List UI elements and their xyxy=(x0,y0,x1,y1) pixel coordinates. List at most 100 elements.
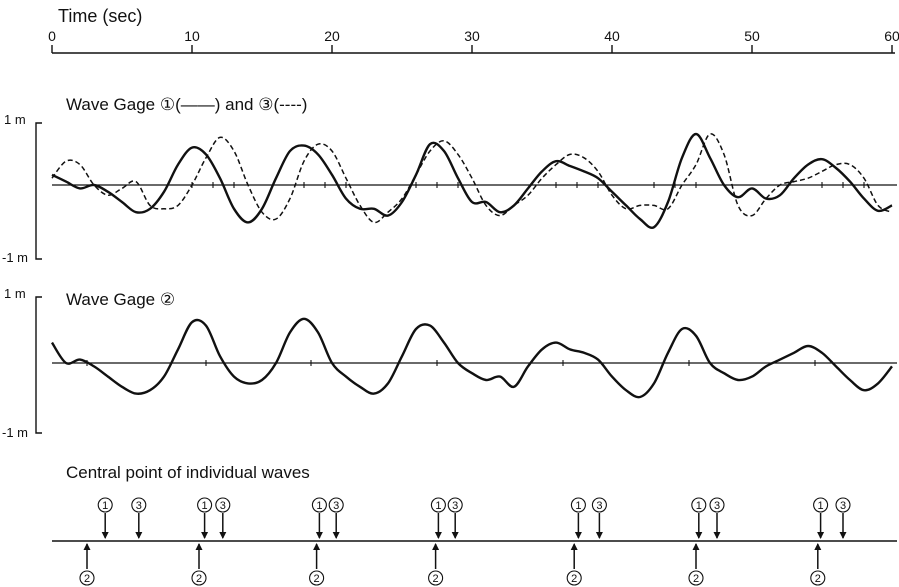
zero-crossing-mark xyxy=(812,360,818,366)
svg-text:1: 1 xyxy=(102,500,108,512)
central-point-label-down: 3 xyxy=(591,497,607,513)
panel2-title: Wave Gage ② xyxy=(66,290,175,309)
zero-crossing-mark xyxy=(413,182,419,188)
central-point-label-up: 2 xyxy=(79,570,95,586)
time-tick-label: 0 xyxy=(48,28,56,44)
zero-crossing-mark xyxy=(434,182,440,188)
central-points-arrows: 1 321 321 321 321 321 321 32 xyxy=(79,497,851,586)
time-axis-ticks: 0 10 20 30 40 50 60 xyxy=(48,28,899,53)
time-tick-label: 50 xyxy=(744,28,760,44)
central-points-panel: Central point of individual waves 1 321 32… xyxy=(52,463,897,586)
central-point-label-down: 1 xyxy=(97,497,113,513)
time-axis-title: Time (sec) xyxy=(58,6,142,26)
svg-text:3: 3 xyxy=(452,500,458,512)
time-tick-label: 30 xyxy=(464,28,480,44)
up-arrow-head xyxy=(195,543,203,550)
svg-text:3: 3 xyxy=(714,500,720,512)
zero-crossing-mark xyxy=(455,182,461,188)
svg-text:1: 1 xyxy=(818,500,824,512)
up-arrow-head xyxy=(570,543,578,550)
zero-crossing-mark xyxy=(819,182,825,188)
central-point-label-down: 1 xyxy=(570,497,586,513)
central-point-label-down: 3 xyxy=(131,497,147,513)
down-arrow-head xyxy=(451,532,459,539)
zero-crossing-mark xyxy=(553,182,559,188)
down-arrow-head xyxy=(332,532,340,539)
svg-text:2: 2 xyxy=(84,573,90,585)
svg-text:2: 2 xyxy=(196,573,202,585)
central-point-label-down: 1 xyxy=(311,497,327,513)
panel2-y-top-label: 1 m xyxy=(4,286,26,301)
svg-text:3: 3 xyxy=(840,500,846,512)
central-points-title: Central point of individual waves xyxy=(66,463,310,482)
svg-text:2: 2 xyxy=(314,573,320,585)
down-arrow-head xyxy=(695,532,703,539)
svg-text:3: 3 xyxy=(136,500,142,512)
svg-text:2: 2 xyxy=(433,573,439,585)
central-point-label-up: 2 xyxy=(428,570,444,586)
panel1-title: Wave Gage ①(——) and ③(----) xyxy=(66,95,307,114)
zero-crossing-mark xyxy=(651,182,657,188)
up-arrow-head xyxy=(814,543,822,550)
svg-text:1: 1 xyxy=(316,500,322,512)
zero-crossing-mark xyxy=(308,360,314,366)
svg-text:2: 2 xyxy=(815,573,821,585)
central-point-label-down: 1 xyxy=(813,497,829,513)
zero-crossing-mark xyxy=(203,360,209,366)
down-arrow-head xyxy=(315,532,323,539)
svg-text:1: 1 xyxy=(575,500,581,512)
svg-text:3: 3 xyxy=(220,500,226,512)
down-arrow-head xyxy=(135,532,143,539)
zero-crossing-mark xyxy=(560,360,566,366)
panel-gage-1-3: Wave Gage ①(——) and ③(----) 1 m -1 m xyxy=(2,95,897,265)
svg-text:2: 2 xyxy=(693,573,699,585)
svg-text:1: 1 xyxy=(202,500,208,512)
svg-text:3: 3 xyxy=(333,500,339,512)
down-arrow-head xyxy=(595,532,603,539)
panel1-y-bottom-label: -1 m xyxy=(2,250,28,265)
time-tick-label: 40 xyxy=(604,28,620,44)
zero-crossing-mark xyxy=(231,182,237,188)
svg-text:1: 1 xyxy=(435,500,441,512)
time-tick-label: 10 xyxy=(184,28,200,44)
zero-crossing-mark xyxy=(343,182,349,188)
up-arrow-head xyxy=(83,543,91,550)
central-point-label-down: 1 xyxy=(430,497,446,513)
up-arrow-head xyxy=(692,543,700,550)
down-arrow-head xyxy=(817,532,825,539)
zero-crossing-mark xyxy=(322,182,328,188)
zero-crossing-mark xyxy=(861,182,867,188)
series-gage-3-line xyxy=(51,133,893,224)
central-point-label-down: 3 xyxy=(215,497,231,513)
svg-text:1: 1 xyxy=(696,500,702,512)
zero-crossing-mark xyxy=(574,182,580,188)
central-point-label-up: 2 xyxy=(191,570,207,586)
central-point-label-up: 2 xyxy=(309,570,325,586)
zero-crossing-mark xyxy=(595,182,601,188)
time-axis: Time (sec) 0 10 20 30 40 50 60 xyxy=(48,6,899,54)
central-point-label-up: 2 xyxy=(688,570,704,586)
down-arrow-head xyxy=(434,532,442,539)
up-arrow-head xyxy=(313,543,321,550)
svg-text:2: 2 xyxy=(571,573,577,585)
down-arrow-head xyxy=(101,532,109,539)
panel-gage-2: Wave Gage ② 1 m -1 m xyxy=(2,286,897,440)
zero-crossing-mark xyxy=(301,182,307,188)
panel1-y-top-label: 1 m xyxy=(4,112,26,127)
series-gage-2-line xyxy=(50,317,893,399)
central-point-label-up: 2 xyxy=(810,570,826,586)
time-tick-label: 20 xyxy=(324,28,340,44)
up-arrow-head xyxy=(432,543,440,550)
zero-crossing-mark xyxy=(840,182,846,188)
panel1-zero-crossing-marks xyxy=(189,182,867,188)
zero-crossing-mark xyxy=(434,360,440,366)
panel1-y-axis xyxy=(35,122,42,260)
down-arrow-head xyxy=(713,532,721,539)
central-point-label-down: 3 xyxy=(835,497,851,513)
down-arrow-head xyxy=(201,532,209,539)
zero-crossing-mark xyxy=(693,182,699,188)
panel2-y-axis xyxy=(35,296,42,434)
central-point-label-down: 3 xyxy=(328,497,344,513)
series-gage-1-line xyxy=(51,132,893,229)
